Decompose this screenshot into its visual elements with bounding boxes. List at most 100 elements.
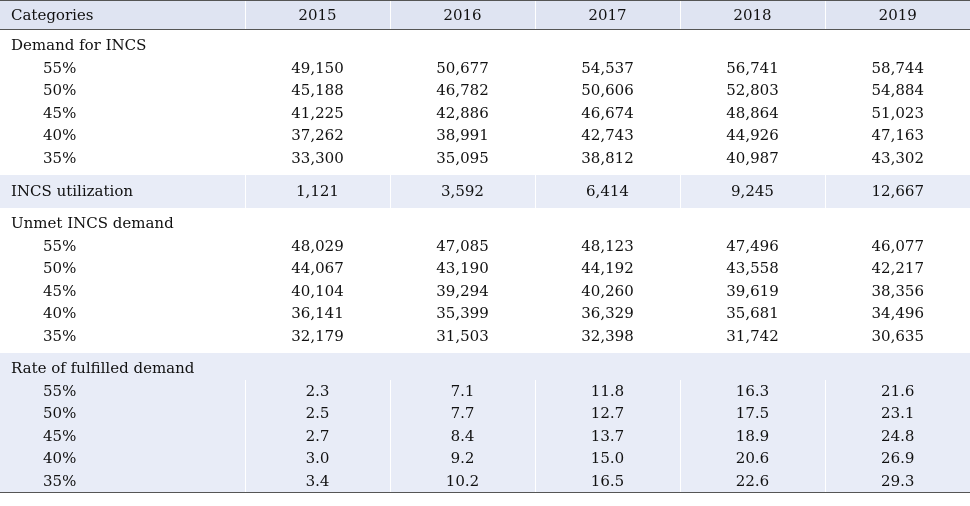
section-title-row: Demand for INCS — [0, 30, 970, 57]
table-cell: 46,782 — [389, 79, 535, 102]
table-cell: 51,023 — [824, 101, 970, 124]
table-row: 35% 3.4 10.2 16.5 22.6 29.3 — [0, 469, 970, 493]
table-cell: 50,606 — [534, 79, 680, 102]
section-title-row: Rate of fulfilled demand — [0, 353, 970, 380]
section-demand: Demand for INCS 55% 49,150 50,677 54,537 56,… — [0, 30, 970, 169]
section-utilization: INCS utilization 1,121 3,592 6,414 9,245… — [0, 175, 970, 208]
table-cell: 44,067 — [244, 257, 390, 280]
table-cell: 7.7 — [389, 402, 535, 425]
header-year-2015: 2015 — [244, 0, 390, 30]
row-label: 40% — [43, 304, 77, 323]
table-cell: 38,812 — [534, 146, 680, 169]
table-cell: 17.5 — [679, 402, 825, 425]
table-cell: 46,674 — [534, 101, 680, 124]
table-cell: 6,414 — [534, 175, 680, 208]
table-cell: 18.9 — [679, 424, 825, 447]
row-label: 45% — [43, 426, 77, 445]
section-title-row: Unmet INCS demand — [0, 208, 970, 235]
row-label: 40% — [43, 126, 77, 145]
incs-demand-table: Categories 2015 2016 2017 2018 2019 Dema… — [0, 0, 970, 493]
table-cell: 47,085 — [389, 234, 535, 257]
row-label: 50% — [43, 259, 77, 278]
table-row: 40% 36,141 35,399 36,329 35,681 34,496 — [0, 302, 970, 325]
table-cell: 38,991 — [389, 124, 535, 147]
header-year-2018: 2018 — [679, 0, 825, 30]
row-label: 55% — [43, 236, 77, 255]
row-label: 45% — [43, 281, 77, 300]
table-cell: 2.7 — [244, 424, 390, 447]
row-label: 35% — [43, 326, 77, 345]
table-cell: 50,677 — [389, 56, 535, 79]
table-cell: 34,496 — [824, 302, 970, 325]
table-cell: 2.3 — [244, 379, 390, 402]
table-row: 50% 44,067 43,190 44,192 43,558 42,217 — [0, 257, 970, 280]
header-year-2017: 2017 — [534, 0, 680, 30]
table-cell: 8.4 — [389, 424, 535, 447]
table-cell: 32,398 — [534, 324, 680, 347]
table-cell: 44,926 — [679, 124, 825, 147]
section-title-demand: Demand for INCS — [11, 36, 147, 55]
table-cell: 47,496 — [679, 234, 825, 257]
table-cell: 39,619 — [679, 279, 825, 302]
table-cell: 42,743 — [534, 124, 680, 147]
table-cell: 16.5 — [534, 469, 680, 493]
table-cell: 37,262 — [244, 124, 390, 147]
section-title-rate: Rate of fulfilled demand — [11, 359, 195, 378]
table-cell: 48,123 — [534, 234, 680, 257]
table-cell: 35,681 — [679, 302, 825, 325]
table-cell: 40,987 — [679, 146, 825, 169]
row-label: 55% — [43, 381, 77, 400]
table-cell: 9,245 — [679, 175, 825, 208]
table-cell: 36,141 — [244, 302, 390, 325]
table-row: 50% 45,188 46,782 50,606 52,803 54,884 — [0, 79, 970, 102]
table-cell: 56,741 — [679, 56, 825, 79]
table-cell: 38,356 — [824, 279, 970, 302]
table-row: 40% 37,262 38,991 42,743 44,926 47,163 — [0, 124, 970, 147]
table-cell: 48,029 — [244, 234, 390, 257]
table-cell: 39,294 — [389, 279, 535, 302]
table-row: INCS utilization 1,121 3,592 6,414 9,245… — [0, 175, 970, 208]
table-cell: 21.6 — [824, 379, 970, 402]
table-cell: 36,329 — [534, 302, 680, 325]
table-cell: 24.8 — [824, 424, 970, 447]
table-cell: 43,190 — [389, 257, 535, 280]
table-cell: 42,217 — [824, 257, 970, 280]
row-label: 35% — [0, 469, 245, 493]
table-cell: 43,558 — [679, 257, 825, 280]
table-cell: 22.6 — [679, 469, 825, 493]
table-cell: 46,077 — [824, 234, 970, 257]
table-row: 45% 41,225 42,886 46,674 48,864 51,023 — [0, 101, 970, 124]
table-row: 55% 49,150 50,677 54,537 56,741 58,744 — [0, 56, 970, 79]
table-cell: 3,592 — [389, 175, 535, 208]
table-cell: 44,192 — [534, 257, 680, 280]
table-cell: 40,260 — [534, 279, 680, 302]
table-row: 40% 3.0 9.2 15.0 20.6 26.9 — [0, 447, 970, 470]
table-cell: 31,503 — [389, 324, 535, 347]
table-row: 55% 2.3 7.1 11.8 16.3 21.6 — [0, 379, 970, 402]
section-unmet: Unmet INCS demand 55% 48,029 47,085 48,123 4… — [0, 208, 970, 347]
table-cell: 31,742 — [679, 324, 825, 347]
row-label: 40% — [43, 449, 77, 468]
table-cell: 1,121 — [244, 175, 390, 208]
table-cell: 3.4 — [244, 469, 390, 493]
table-cell: 48,864 — [679, 101, 825, 124]
section-rate: Rate of fulfilled demand 55% 2.3 7.1 11.8 16… — [0, 353, 970, 493]
table-cell: 42,886 — [389, 101, 535, 124]
table-cell: 10.2 — [389, 469, 535, 493]
table-cell: 40,104 — [244, 279, 390, 302]
header-year-2019: 2019 — [824, 0, 970, 30]
table-cell: 49,150 — [244, 56, 390, 79]
table-cell: 15.0 — [534, 447, 680, 470]
table-row: 55% 48,029 47,085 48,123 47,496 46,077 — [0, 234, 970, 257]
header-year-2016: 2016 — [389, 0, 535, 30]
row-label: 50% — [43, 404, 77, 423]
table-cell: 43,302 — [824, 146, 970, 169]
header-row: Categories 2015 2016 2017 2018 2019 — [0, 0, 970, 30]
table-cell: 23.1 — [824, 402, 970, 425]
table-cell: 12.7 — [534, 402, 680, 425]
table-cell: 12,667 — [824, 175, 970, 208]
row-label: 35% — [43, 148, 77, 167]
incs-table-container: Categories 2015 2016 2017 2018 2019 Dema… — [0, 0, 970, 493]
table-row: 35% 33,300 35,095 38,812 40,987 43,302 — [0, 146, 970, 169]
table-row: 50% 2.5 7.7 12.7 17.5 23.1 — [0, 402, 970, 425]
